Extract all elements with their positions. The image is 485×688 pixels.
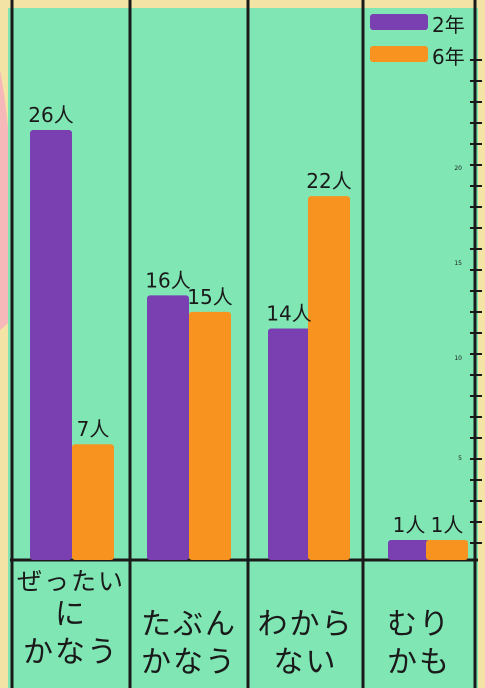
bar-grade2 bbox=[30, 130, 72, 560]
axis-tick-label: 20 bbox=[454, 165, 462, 172]
category-label-line: むり bbox=[387, 607, 451, 642]
bar-grade6 bbox=[308, 196, 350, 560]
bar-value-label: 1人 bbox=[393, 513, 426, 537]
category-label-line: わから bbox=[258, 607, 354, 642]
bar-value-label: 22人 bbox=[306, 169, 351, 193]
bar-value-label: 7人 bbox=[77, 417, 110, 441]
legend-swatch bbox=[370, 46, 428, 62]
category-label-line: ぜったい bbox=[17, 567, 125, 596]
bar-value-label: 14人 bbox=[266, 301, 311, 325]
category-label-line: かなう bbox=[141, 645, 237, 680]
bar-value-label: 26人 bbox=[28, 103, 73, 127]
bar-value-label: 16人 bbox=[145, 268, 190, 292]
category-label-line: たぶん bbox=[141, 607, 237, 642]
bar-grade6 bbox=[189, 312, 231, 560]
category-label-line: に bbox=[55, 597, 87, 632]
bar-value-label: 1人 bbox=[431, 513, 464, 537]
legend-label: 6年 bbox=[432, 45, 465, 69]
axis-tick-label: 10 bbox=[454, 355, 462, 362]
bar-grade2 bbox=[388, 540, 430, 560]
bar-grade2 bbox=[147, 295, 189, 560]
legend-label: 2年 bbox=[432, 13, 465, 37]
axis-tick-label: 15 bbox=[454, 260, 462, 267]
category-label-line: ない bbox=[274, 645, 338, 680]
bar-grade2 bbox=[268, 328, 310, 560]
bar-grade6 bbox=[72, 444, 114, 560]
legend-swatch bbox=[370, 14, 428, 30]
bar-value-label: 15人 bbox=[187, 285, 232, 309]
bar-grade6 bbox=[426, 540, 468, 560]
category-label-line: かも bbox=[387, 645, 451, 680]
category-label-line: かなう bbox=[23, 635, 119, 670]
axis-tick-label: 5 bbox=[458, 455, 462, 462]
